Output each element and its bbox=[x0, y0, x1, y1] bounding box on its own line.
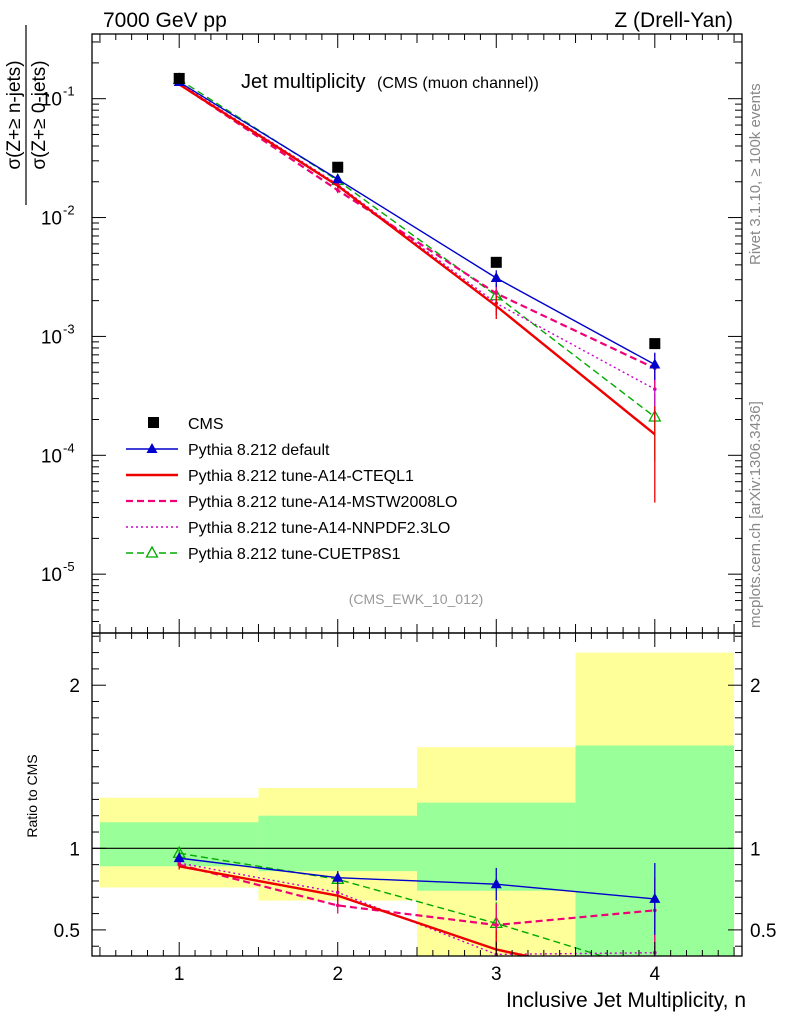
y-tick-label-top: 10 bbox=[41, 90, 62, 111]
y-tick-label-bottom: 2 bbox=[69, 676, 80, 697]
mcplots-label: mcplots.cern.ch [arXiv:1306.3436] bbox=[747, 401, 764, 628]
y-tick-label-bottom-right: 2 bbox=[750, 676, 761, 697]
series-marker bbox=[490, 272, 502, 283]
series-marker bbox=[494, 923, 499, 927]
y-tick-exponent-top: -5 bbox=[63, 559, 75, 574]
rivet-label: Rivet 3.1.10, ≥ 100k events bbox=[747, 83, 764, 265]
legend-entry: Pythia 8.212 tune-A14-NNPDF2.3LO bbox=[126, 520, 450, 537]
analysis-tag: (CMS_EWK_10_012) bbox=[349, 591, 484, 607]
series-line-top bbox=[178, 82, 656, 390]
series-line-ratio bbox=[178, 865, 533, 956]
top-panel bbox=[172, 72, 662, 503]
y-tick-exponent-top: -4 bbox=[63, 440, 75, 455]
legend-entry: Pythia 8.212 tune-A14-CTEQL1 bbox=[126, 468, 414, 485]
y-tick-label-bottom-right: 1 bbox=[750, 839, 761, 860]
plot-title-main: Jet multiplicity bbox=[241, 71, 365, 93]
y-tick-label-top: 10 bbox=[41, 565, 62, 586]
y-tick-exponent-top: -2 bbox=[63, 203, 75, 218]
top-frame bbox=[91, 33, 743, 634]
legend-marker bbox=[146, 443, 158, 453]
x-tick-label: 4 bbox=[650, 964, 661, 985]
legend-label: Pythia 8.212 tune-CUETP8S1 bbox=[188, 546, 401, 563]
y-tick-label-top: 10 bbox=[41, 327, 62, 348]
legend-label: Pythia 8.212 tune-A14-MSTW2008LO bbox=[188, 494, 457, 511]
legend-label: Pythia 8.212 tune-A14-CTEQL1 bbox=[188, 468, 414, 485]
x-tick-label: 2 bbox=[332, 964, 343, 985]
plot-title-sub: (CMS (muon channel)) bbox=[377, 75, 539, 92]
ratio-bands bbox=[92, 652, 742, 956]
series-marker bbox=[649, 358, 661, 369]
legend-entry: Pythia 8.212 default bbox=[126, 442, 330, 459]
y-axis-label-denominator: σ(Z+≥ 0-jets) bbox=[29, 60, 50, 169]
data-point bbox=[173, 72, 185, 84]
legend-label: Pythia 8.212 default bbox=[188, 442, 330, 459]
legend: CMS Pythia 8.212 default Pythia 8.212 tune… bbox=[126, 416, 457, 563]
series-marker bbox=[335, 188, 340, 192]
series-marker bbox=[335, 903, 340, 908]
x-axis-label: Inclusive Jet Multiplicity, n bbox=[506, 989, 746, 1012]
legend-entry: CMS bbox=[148, 416, 224, 433]
series-line-top bbox=[178, 83, 656, 436]
legend-entry: Pythia 8.212 tune-A14-MSTW2008LO bbox=[126, 494, 457, 511]
header-left: 7000 GeV pp bbox=[103, 9, 227, 32]
legend-label: Pythia 8.212 tune-A14-NNPDF2.3LO bbox=[188, 520, 450, 537]
y-axis-label-top: σ(Z+≥ n-jets) σ(Z+≥ 0-jets) bbox=[4, 25, 50, 205]
y-axis-label-numerator: σ(Z+≥ n-jets) bbox=[4, 60, 25, 169]
series-line-top bbox=[178, 81, 656, 366]
y-tick-exponent-top: -1 bbox=[63, 84, 75, 99]
series-marker bbox=[332, 871, 344, 882]
band-green-bin bbox=[258, 815, 417, 872]
x-tick-label: 1 bbox=[174, 964, 185, 985]
y-axis-label-bottom: Ratio to CMS bbox=[24, 754, 40, 837]
y-tick-label-bottom-right: 0.5 bbox=[750, 921, 776, 942]
y-tick-label-top: 10 bbox=[41, 209, 62, 230]
series-marker bbox=[490, 878, 502, 889]
series-line-ratio bbox=[178, 863, 655, 927]
x-tick-label: 3 bbox=[491, 964, 502, 985]
series-line-ratio bbox=[179, 857, 655, 900]
header-right: Z (Drell-Yan) bbox=[614, 9, 733, 32]
series-marker bbox=[494, 291, 499, 296]
legend-marker bbox=[145, 545, 159, 558]
legend-entry: Pythia 8.212 tune-CUETP8S1 bbox=[126, 545, 401, 563]
y-tick-label-bottom: 1 bbox=[69, 839, 80, 860]
series-marker bbox=[332, 173, 344, 184]
data-point bbox=[649, 338, 661, 350]
y-tick-label-top: 10 bbox=[41, 446, 62, 467]
series-line-top bbox=[178, 83, 656, 370]
plot-title: Jet multiplicity (CMS (muon channel)) bbox=[241, 71, 539, 93]
y-tick-exponent-top: -3 bbox=[63, 321, 75, 336]
data-point bbox=[490, 256, 502, 268]
legend-label: CMS bbox=[188, 416, 224, 433]
data-point bbox=[332, 161, 344, 173]
y-tick-label-bottom: 0.5 bbox=[54, 921, 80, 942]
legend-marker-data bbox=[148, 417, 159, 428]
series-marker bbox=[173, 852, 185, 863]
series-marker bbox=[649, 892, 661, 903]
